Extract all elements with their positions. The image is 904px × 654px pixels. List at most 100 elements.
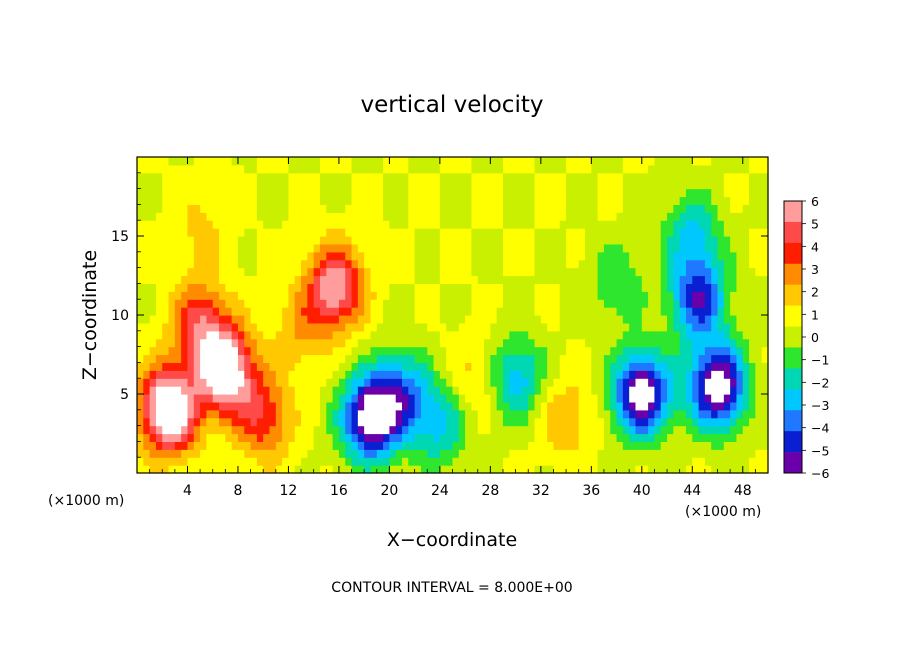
heatmap-cell xyxy=(509,322,517,332)
heatmap-cell xyxy=(572,243,580,253)
heatmap-cell xyxy=(370,188,378,198)
heatmap-cell xyxy=(622,220,630,229)
heatmap-cell xyxy=(376,346,384,356)
heatmap-cell xyxy=(477,180,485,190)
heatmap-cell xyxy=(660,417,668,427)
heatmap-cell xyxy=(704,378,712,387)
heatmap-cell xyxy=(648,433,656,442)
heatmap-cell xyxy=(547,378,555,387)
heatmap-cell xyxy=(648,228,656,237)
heatmap-cell xyxy=(137,164,144,174)
heatmap-cell xyxy=(143,330,151,340)
heatmap-cell xyxy=(465,275,473,284)
heatmap-cell xyxy=(206,354,214,363)
heatmap-cell xyxy=(509,236,517,245)
heatmap-cell xyxy=(641,275,649,284)
heatmap-cell xyxy=(225,291,233,300)
heatmap-cell xyxy=(319,449,327,458)
heatmap-cell xyxy=(484,378,491,387)
heatmap-cell xyxy=(654,228,662,237)
heatmap-plot-area xyxy=(136,156,769,474)
heatmap-cell xyxy=(698,417,706,427)
heatmap-cell xyxy=(477,259,485,269)
heatmap-cell xyxy=(402,172,409,182)
heatmap-cell xyxy=(490,172,498,182)
heatmap-cell xyxy=(408,196,416,205)
heatmap-cell xyxy=(420,157,428,166)
heatmap-cell xyxy=(395,259,403,269)
heatmap-cell xyxy=(534,228,542,237)
heatmap-cell xyxy=(338,449,346,458)
heatmap-cell xyxy=(212,180,220,190)
heatmap-cell xyxy=(364,267,372,277)
heatmap-cell xyxy=(282,172,290,182)
heatmap-cell xyxy=(250,275,258,284)
heatmap-cell xyxy=(723,188,731,198)
heatmap-cell xyxy=(629,449,637,458)
heatmap-cell xyxy=(383,228,390,237)
heatmap-cell xyxy=(219,259,226,269)
heatmap-cell xyxy=(749,267,756,277)
heatmap-cell xyxy=(673,236,681,245)
heatmap-cell xyxy=(319,457,327,466)
heatmap-cell xyxy=(345,370,353,379)
heatmap-cell xyxy=(730,362,738,371)
heatmap-cell xyxy=(528,401,536,411)
heatmap-cell xyxy=(408,204,416,213)
heatmap-cell xyxy=(521,449,529,458)
heatmap-cell xyxy=(357,180,365,190)
heatmap-cell xyxy=(471,409,479,419)
heatmap-cell xyxy=(408,275,416,284)
heatmap-cell xyxy=(414,441,422,450)
heatmap-cell xyxy=(553,394,561,403)
heatmap-cell xyxy=(149,188,157,198)
heatmap-cell xyxy=(509,401,517,411)
heatmap-cell xyxy=(610,299,618,308)
heatmap-cell xyxy=(231,378,239,387)
heatmap-cell xyxy=(288,275,296,284)
heatmap-cell xyxy=(383,338,390,348)
heatmap-cell xyxy=(509,196,517,205)
heatmap-cell xyxy=(749,299,756,308)
heatmap-cell xyxy=(755,172,763,182)
heatmap-cell xyxy=(364,228,372,237)
heatmap-cell xyxy=(654,362,662,371)
heatmap-cell xyxy=(704,251,712,261)
heatmap-cell xyxy=(307,441,315,450)
heatmap-cell xyxy=(376,243,384,253)
heatmap-cell xyxy=(742,220,750,229)
heatmap-cell xyxy=(534,425,542,435)
heatmap-cell xyxy=(528,204,536,213)
heatmap-cell xyxy=(206,409,214,419)
heatmap-cell xyxy=(736,449,744,458)
heatmap-cell xyxy=(572,322,580,332)
heatmap-cell xyxy=(357,330,365,340)
heatmap-cell xyxy=(206,291,214,300)
heatmap-cell xyxy=(244,425,252,435)
heatmap-cell xyxy=(711,267,719,277)
heatmap-cell xyxy=(591,164,599,174)
heatmap-cell xyxy=(585,354,592,363)
heatmap-cell xyxy=(383,330,390,340)
heatmap-cell xyxy=(477,243,485,253)
heatmap-cell xyxy=(357,401,365,411)
heatmap-cell xyxy=(389,370,397,379)
heatmap-cell xyxy=(528,449,536,458)
heatmap-cell xyxy=(389,315,397,324)
heatmap-cell xyxy=(408,307,416,316)
heatmap-cell xyxy=(660,409,668,419)
heatmap-cell xyxy=(635,188,643,198)
x-tick-label: 48 xyxy=(734,483,752,499)
heatmap-cell xyxy=(193,236,201,245)
heatmap-cell xyxy=(439,457,447,466)
heatmap-cell xyxy=(553,164,561,174)
heatmap-cell xyxy=(654,267,662,277)
heatmap-cell xyxy=(660,322,668,332)
heatmap-cell xyxy=(307,457,315,466)
heatmap-cell xyxy=(610,465,618,474)
heatmap-cell xyxy=(338,401,346,411)
heatmap-cell xyxy=(635,251,643,261)
heatmap-cell xyxy=(704,283,712,292)
heatmap-cell xyxy=(502,338,510,348)
heatmap-cell xyxy=(597,338,605,348)
